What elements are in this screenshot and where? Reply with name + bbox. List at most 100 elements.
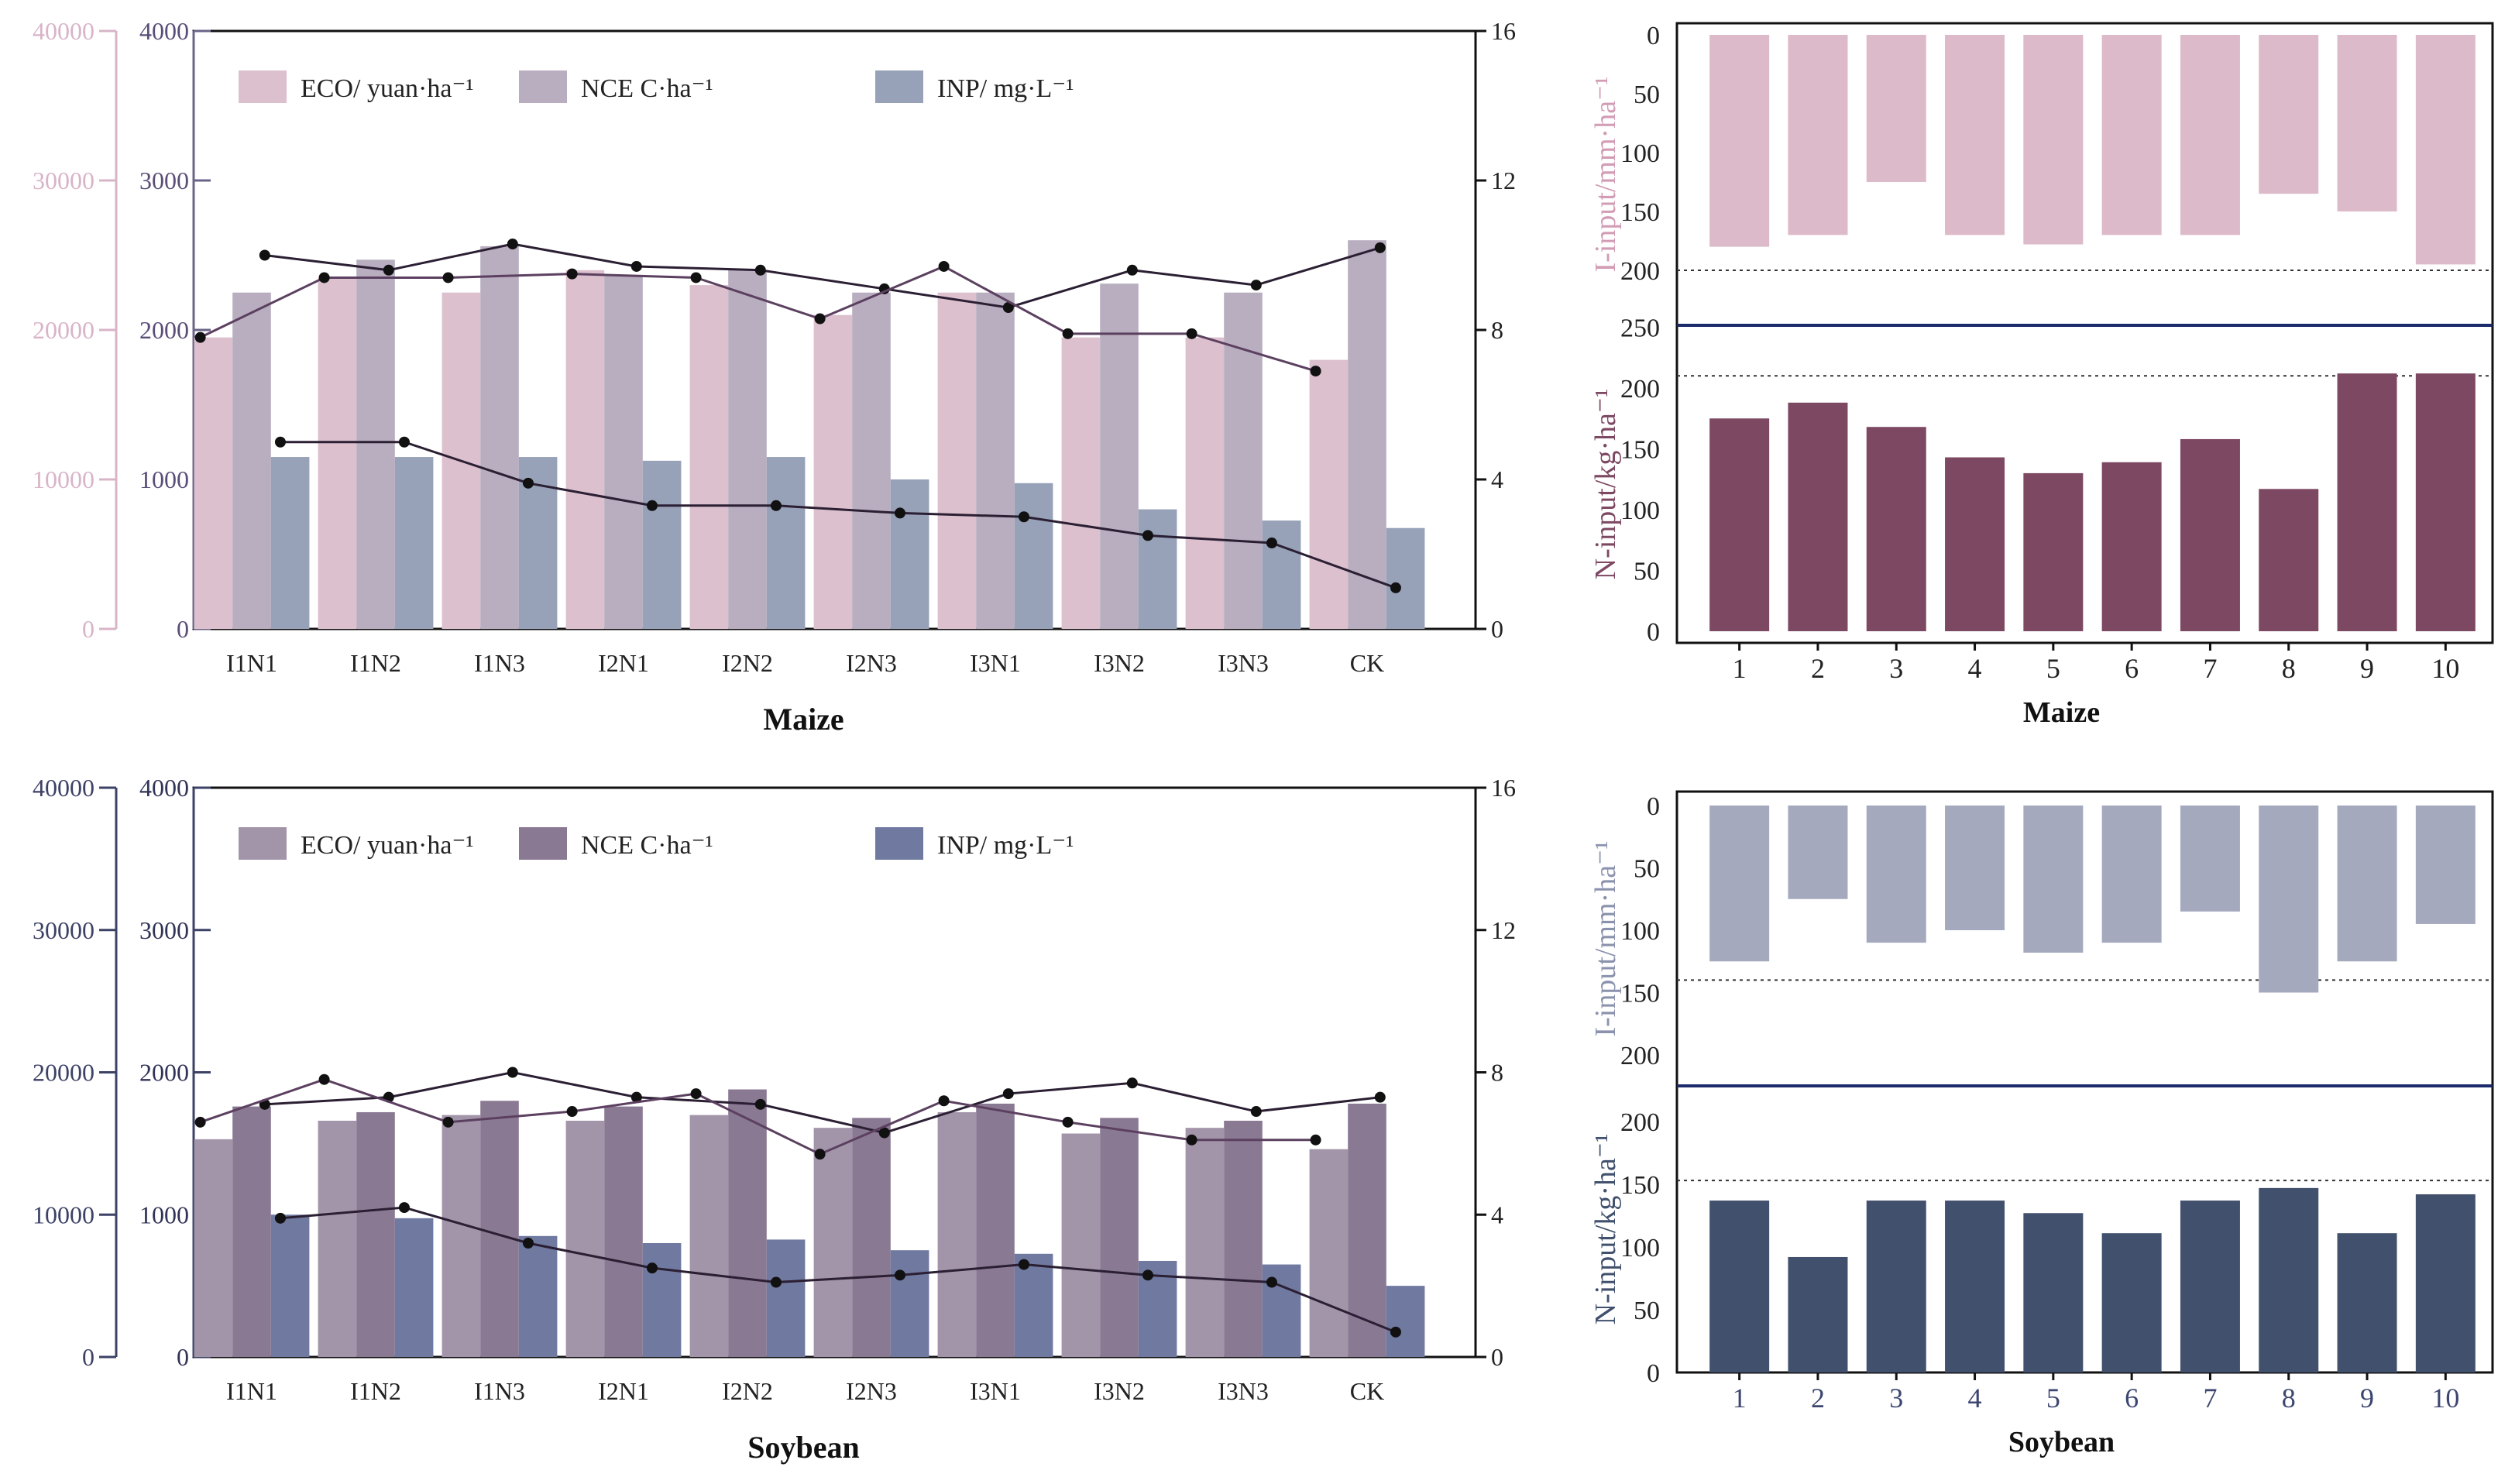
nitrogen-bar [1709, 1201, 1770, 1372]
nitrogen-bar [2259, 489, 2319, 631]
x-tick-label: 2 [1811, 653, 1825, 684]
nitrogen-tick-label: 50 [1634, 558, 1660, 586]
irrigation-bar [2180, 35, 2240, 235]
x-tick-label: CK [1350, 649, 1384, 677]
soybean-far-tick-label: 30000 [33, 916, 94, 944]
legend-swatch [875, 70, 923, 103]
line-b-point [1062, 328, 1074, 339]
maize-left-tick-label: 2000 [139, 316, 189, 344]
eco-bar [318, 277, 357, 629]
legend-label: ECO/ yuan·ha⁻¹ [301, 74, 474, 103]
line-a-point [1126, 1077, 1138, 1089]
nitrogen-bar [1866, 1201, 1926, 1372]
x-tick-label: CK [1350, 1377, 1384, 1405]
nitrogen-bar [2415, 1194, 2475, 1372]
eco-bar [1185, 337, 1225, 629]
line-a-point [630, 260, 642, 272]
line-a-point [1126, 264, 1138, 276]
eco-bar [813, 314, 853, 629]
inp-bar [1386, 527, 1425, 629]
irrigation-tick-label: 100 [1620, 917, 1660, 946]
x-tick-label: 5 [2046, 653, 2060, 684]
line-a-point [878, 1127, 890, 1139]
line-b-point [814, 1149, 826, 1160]
eco-bar [1309, 359, 1349, 629]
x-tick-label: 5 [2046, 1383, 2060, 1414]
x-tick-label: 8 [2282, 653, 2296, 684]
line-a-point [754, 264, 766, 276]
nitrogen-bar [2101, 1233, 2162, 1372]
line-b-point [690, 1088, 702, 1100]
x-tick-label: I3N1 [970, 1377, 1021, 1405]
irrigation-bar [2101, 35, 2162, 235]
nce-bar [480, 1101, 519, 1357]
legend-label: ECO/ yuan·ha⁻¹ [301, 831, 474, 860]
irrigation-tick-label: 150 [1620, 980, 1660, 1008]
nitrogen-tick-label: 50 [1634, 1297, 1660, 1325]
maize-right-tick-label: 16 [1491, 17, 1516, 45]
maize-inputs-x-axis-title: Maize [2023, 696, 2100, 729]
nitrogen-bar [1788, 1256, 1848, 1372]
soybean-far-tick-label: 10000 [33, 1201, 94, 1228]
x-tick-label: I1N2 [350, 649, 401, 677]
x-tick-label: 7 [2203, 653, 2217, 684]
eco-bar [689, 1115, 729, 1357]
nitrogen-tick-label: 0 [1647, 1359, 1660, 1388]
inp-bar [270, 1214, 310, 1357]
nce-bar [1100, 283, 1139, 629]
nitrogen-bar [1709, 418, 1770, 631]
x-tick-label: I2N3 [846, 649, 897, 677]
line-a-point [383, 264, 394, 276]
nitrogen-bar [2337, 373, 2397, 631]
nitrogen-axis-title: N-input/kg·ha⁻¹ [1589, 389, 1622, 580]
line-inp-point [398, 1202, 410, 1214]
nitrogen-bar [2337, 1233, 2397, 1372]
x-tick-label: 3 [1889, 653, 1903, 684]
line-inp-point [1390, 1326, 1401, 1338]
x-tick-label: 4 [1968, 1383, 1982, 1414]
line-b-point [566, 1106, 578, 1118]
maize-x-axis-title: Maize [763, 702, 843, 737]
nitrogen-tick-label: 150 [1620, 1171, 1660, 1200]
eco-bar [194, 337, 233, 629]
line-b-point [1310, 1134, 1321, 1146]
x-tick-label: I1N3 [474, 1377, 525, 1405]
inp-bar [1262, 520, 1301, 629]
x-tick-label: I3N2 [1094, 649, 1145, 677]
irrigation-bar [1788, 35, 1848, 235]
irrigation-bar [1709, 806, 1770, 962]
irrigation-tick-label: 200 [1620, 257, 1660, 286]
soybean-left-tick-label: 0 [177, 1343, 189, 1371]
x-tick-label: I1N2 [350, 1377, 401, 1405]
line-b-point [1186, 1134, 1197, 1146]
nce-bar [1224, 292, 1263, 629]
irrigation-bar [1866, 806, 1926, 943]
irrigation-axis-title: I-input/mm·ha⁻¹ [1589, 840, 1622, 1036]
nitrogen-bar [1866, 427, 1926, 631]
nitrogen-bar [2101, 462, 2162, 631]
line-inp-point [770, 500, 782, 511]
nitrogen-tick-label: 200 [1620, 375, 1660, 404]
inp-bar [642, 1243, 682, 1357]
x-tick-label: 9 [2360, 1383, 2374, 1414]
line-a-point [1250, 280, 1262, 291]
line-b-point [1310, 366, 1321, 377]
maize-left-tick-label: 0 [177, 615, 189, 643]
maize-far-tick-label: 20000 [33, 316, 94, 344]
nitrogen-bar [1945, 457, 2005, 631]
irrigation-bar [2337, 806, 2397, 962]
legend-swatch [519, 70, 567, 103]
nce-bar [604, 1106, 643, 1357]
irrigation-tick-label: 0 [1647, 22, 1660, 50]
soybean-inputs-x-axis-title: Soybean [2008, 1426, 2115, 1458]
nce-bar [852, 292, 891, 629]
irrigation-bar [2415, 806, 2475, 924]
line-a-point [754, 1098, 766, 1110]
soybean-right-tick-label: 16 [1491, 774, 1516, 802]
inp-bar [1014, 1253, 1053, 1357]
line-b-point [1186, 328, 1197, 339]
line-a-point [507, 239, 518, 250]
nitrogen-bar [1788, 402, 1848, 631]
maize-right-tick-label: 0 [1491, 615, 1503, 643]
line-b-point [566, 268, 578, 280]
